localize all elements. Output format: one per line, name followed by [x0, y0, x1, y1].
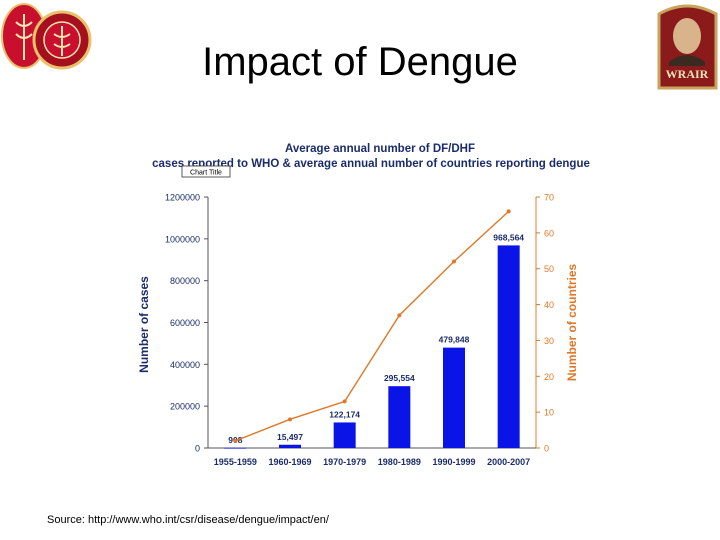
bar-value-label: 479,848	[439, 335, 470, 345]
bar	[497, 245, 520, 448]
right-tick-label: 40	[544, 300, 554, 310]
y-axis-label: Number of cases	[137, 276, 151, 373]
left-tick-label: 200000	[170, 402, 200, 412]
countries-point	[506, 209, 511, 214]
slide-title: Impact of Dengue	[202, 40, 518, 84]
left-logos	[0, 0, 100, 80]
left-tick-label: 800000	[170, 276, 200, 286]
right-tick-label: 70	[544, 193, 554, 203]
chart-tag-text: Chart Title	[190, 170, 222, 177]
chart-subtitle: cases reported to WHO & average annual n…	[152, 158, 590, 170]
countries-line	[235, 210, 510, 442]
x-tick-label: 1980-1989	[378, 457, 421, 467]
right-tick-label: 60	[544, 228, 554, 238]
left-tick-label: 1200000	[165, 193, 200, 203]
bar	[224, 447, 247, 449]
portrait-icon	[673, 18, 701, 54]
left-tick-label: 600000	[170, 318, 200, 328]
wrair-logo-text: WRAIR	[666, 67, 709, 81]
bar	[279, 444, 301, 448]
bar-value-label: 295,554	[384, 373, 415, 383]
x-tick-label: 2000-2007	[487, 457, 530, 467]
countries-point	[342, 399, 347, 404]
right-tick-label: 20	[544, 372, 554, 382]
bar-value-label: 122,174	[329, 409, 360, 419]
bar-value-label: 15,497	[277, 432, 303, 442]
countries-point	[233, 438, 238, 443]
chart-tag: Chart Title	[181, 165, 231, 178]
x-tick-label: 1960-1969	[268, 457, 311, 467]
right-tick-label: 10	[544, 408, 554, 418]
x-tick-label: 1955-1959	[214, 457, 257, 467]
chart-title: Average annual number of DF/DHF	[285, 143, 475, 155]
right-tick-label: 50	[544, 264, 554, 274]
x-tick-label: 1990-1999	[432, 457, 475, 467]
countries-point	[452, 259, 456, 264]
left-tick-label: 400000	[170, 360, 200, 370]
bar	[443, 347, 465, 448]
plot-area: 0 200000 400000 600000 800000 1000000 1200000 0…	[137, 193, 579, 468]
x-tick-label: 1970-1979	[323, 457, 366, 467]
bar	[333, 422, 356, 448]
wrair-logo: WRAIR	[655, 0, 720, 96]
countries-point	[397, 313, 402, 318]
source-note: Source: http://www.who.int/csr/disease/d…	[47, 514, 329, 526]
left-tick-label: 0	[195, 444, 200, 454]
right-tick-label: 0	[544, 444, 549, 454]
left-tick-label: 1000000	[165, 234, 200, 244]
y-axis-right-label: Number of countries	[565, 264, 579, 382]
countries-point	[288, 417, 292, 422]
right-tick-label: 30	[544, 336, 554, 346]
bar-value-label: 968,564	[493, 232, 524, 242]
bar	[388, 386, 411, 448]
